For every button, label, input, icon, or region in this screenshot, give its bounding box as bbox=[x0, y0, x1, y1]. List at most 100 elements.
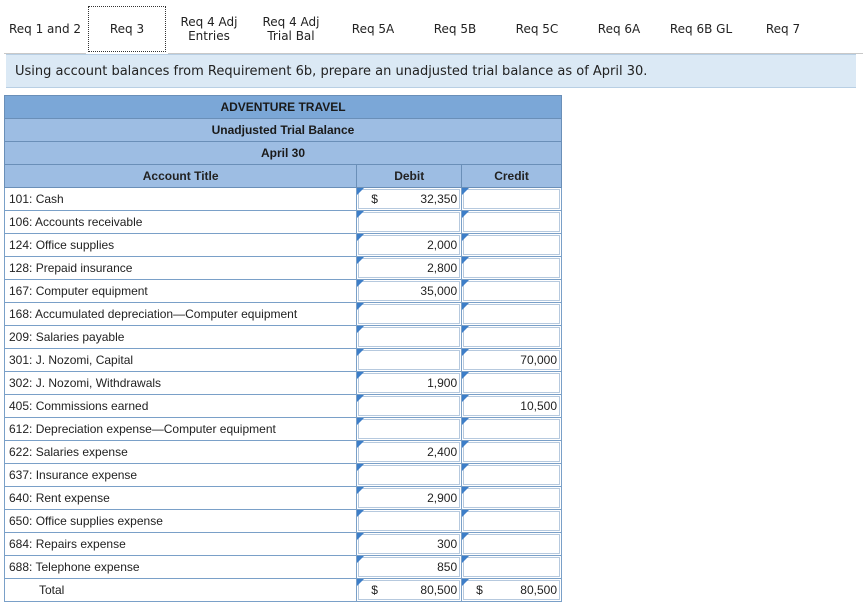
credit-input[interactable] bbox=[461, 233, 562, 257]
company-name: ADVENTURE TRAVEL bbox=[4, 95, 562, 119]
tab-req-6b-gl[interactable]: Req 6B GL bbox=[669, 22, 733, 36]
tab-req-4-adj-trial-bal[interactable]: Req 4 Adj Trial Bal bbox=[262, 15, 320, 43]
table-row: 101: Cash $32,350 bbox=[3, 187, 562, 211]
input-marker-icon bbox=[462, 510, 470, 517]
account-title: 650: Office supplies expense bbox=[3, 509, 358, 533]
table-row: 650: Office supplies expense bbox=[3, 509, 562, 533]
debit-input[interactable]: 850 bbox=[356, 555, 463, 579]
debit-value: 2,000 bbox=[427, 238, 458, 252]
total-label: Total bbox=[3, 578, 358, 602]
debit-input[interactable] bbox=[356, 348, 463, 372]
credit-input[interactable] bbox=[461, 210, 562, 234]
credit-input[interactable]: 10,500 bbox=[461, 394, 562, 418]
input-marker-icon bbox=[462, 579, 470, 586]
debit-input[interactable] bbox=[356, 302, 463, 326]
tab-req-4-adj-entries[interactable]: Req 4 Adj Entries bbox=[180, 15, 238, 43]
credit-input[interactable]: $80,500 bbox=[461, 578, 562, 602]
account-title: 168: Accumulated depreciation—Computer e… bbox=[3, 302, 358, 326]
debit-input-box bbox=[358, 189, 461, 209]
credit-input-box bbox=[463, 580, 560, 600]
credit-input[interactable] bbox=[461, 279, 562, 303]
tab-req-5b[interactable]: Req 5B bbox=[433, 22, 477, 36]
credit-input[interactable] bbox=[461, 463, 562, 487]
debit-input[interactable]: 2,000 bbox=[356, 233, 463, 257]
credit-input[interactable] bbox=[461, 256, 562, 280]
debit-input[interactable]: $32,350 bbox=[356, 187, 463, 211]
account-title: 101: Cash bbox=[3, 187, 358, 211]
debit-input[interactable]: 2,900 bbox=[356, 486, 463, 510]
tab-req-3[interactable]: Req 3 bbox=[86, 4, 168, 54]
debit-value: 2,400 bbox=[427, 445, 458, 459]
debit-input[interactable] bbox=[356, 394, 463, 418]
debit-input[interactable] bbox=[356, 325, 463, 349]
debit-input-box bbox=[358, 396, 461, 416]
credit-input[interactable] bbox=[461, 187, 562, 211]
input-marker-icon bbox=[462, 280, 470, 287]
table-row: 301: J. Nozomi, Capital 70,000 bbox=[3, 348, 562, 372]
credit-input[interactable] bbox=[461, 509, 562, 533]
credit-input[interactable]: 70,000 bbox=[461, 348, 562, 372]
account-title: 640: Rent expense bbox=[3, 486, 358, 510]
credit-input-box bbox=[463, 419, 560, 439]
credit-input-box bbox=[463, 258, 560, 278]
input-marker-icon bbox=[462, 372, 470, 379]
debit-input-box bbox=[358, 258, 461, 278]
debit-value: 35,000 bbox=[420, 284, 458, 298]
credit-input[interactable] bbox=[461, 325, 562, 349]
debit-input[interactable] bbox=[356, 417, 463, 441]
account-title: 124: Office supplies bbox=[3, 233, 358, 257]
debit-input[interactable] bbox=[356, 463, 463, 487]
debit-value: 2,900 bbox=[427, 491, 458, 505]
credit-input[interactable] bbox=[461, 417, 562, 441]
input-marker-icon bbox=[357, 464, 365, 471]
table-row: 209: Salaries payable bbox=[3, 325, 562, 349]
credit-input[interactable] bbox=[461, 371, 562, 395]
debit-input[interactable]: 300 bbox=[356, 532, 463, 556]
input-marker-icon bbox=[357, 303, 365, 310]
input-marker-icon bbox=[462, 303, 470, 310]
debit-input[interactable]: 35,000 bbox=[356, 279, 463, 303]
credit-input-box bbox=[463, 534, 560, 554]
credit-input[interactable] bbox=[461, 532, 562, 556]
credit-input[interactable] bbox=[461, 555, 562, 579]
credit-input[interactable] bbox=[461, 302, 562, 326]
debit-input-box bbox=[358, 350, 461, 370]
debit-input[interactable]: 1,900 bbox=[356, 371, 463, 395]
credit-input[interactable] bbox=[461, 486, 562, 510]
input-marker-icon bbox=[357, 188, 365, 195]
debit-input[interactable] bbox=[356, 210, 463, 234]
debit-input[interactable]: 2,400 bbox=[356, 440, 463, 464]
input-marker-icon bbox=[357, 395, 365, 402]
account-title: 622: Salaries expense bbox=[3, 440, 358, 464]
table-row: 124: Office supplies 2,000 bbox=[3, 233, 562, 257]
account-title: 106: Accounts receivable bbox=[3, 210, 358, 234]
tab-req-5a[interactable]: Req 5A bbox=[351, 22, 395, 36]
table-row: 106: Accounts receivable bbox=[3, 210, 562, 234]
debit-input-box bbox=[358, 465, 461, 485]
debit-input[interactable]: 2,800 bbox=[356, 256, 463, 280]
credit-input[interactable] bbox=[461, 440, 562, 464]
input-marker-icon bbox=[462, 257, 470, 264]
tab-req-6a[interactable]: Req 6A bbox=[597, 22, 641, 36]
debit-input[interactable]: $80,500 bbox=[356, 578, 463, 602]
input-marker-icon bbox=[357, 487, 365, 494]
account-title: 684: Repairs expense bbox=[3, 532, 358, 556]
table-row: 688: Telephone expense 850 bbox=[3, 555, 562, 579]
trial-balance-table: ADVENTURE TRAVEL Unadjusted Trial Balanc… bbox=[3, 95, 562, 602]
tab-req-1-and-2[interactable]: Req 1 and 2 bbox=[8, 22, 82, 36]
table-row: 405: Commissions earned 10,500 bbox=[3, 394, 562, 418]
tab-req-7[interactable]: Req 7 bbox=[765, 22, 801, 36]
debit-input[interactable] bbox=[356, 509, 463, 533]
input-marker-icon bbox=[357, 257, 365, 264]
debit-input-box bbox=[358, 304, 461, 324]
input-marker-icon bbox=[462, 418, 470, 425]
debit-value: 32,350 bbox=[420, 192, 458, 206]
dollar-sign: $ bbox=[476, 583, 483, 597]
credit-input-box bbox=[463, 235, 560, 255]
debit-input-box bbox=[358, 488, 461, 508]
tab-req-5c[interactable]: Req 5C bbox=[515, 22, 559, 36]
input-marker-icon bbox=[357, 418, 365, 425]
input-marker-icon bbox=[462, 234, 470, 241]
input-marker-icon bbox=[462, 211, 470, 218]
table-row: 622: Salaries expense 2,400 bbox=[3, 440, 562, 464]
